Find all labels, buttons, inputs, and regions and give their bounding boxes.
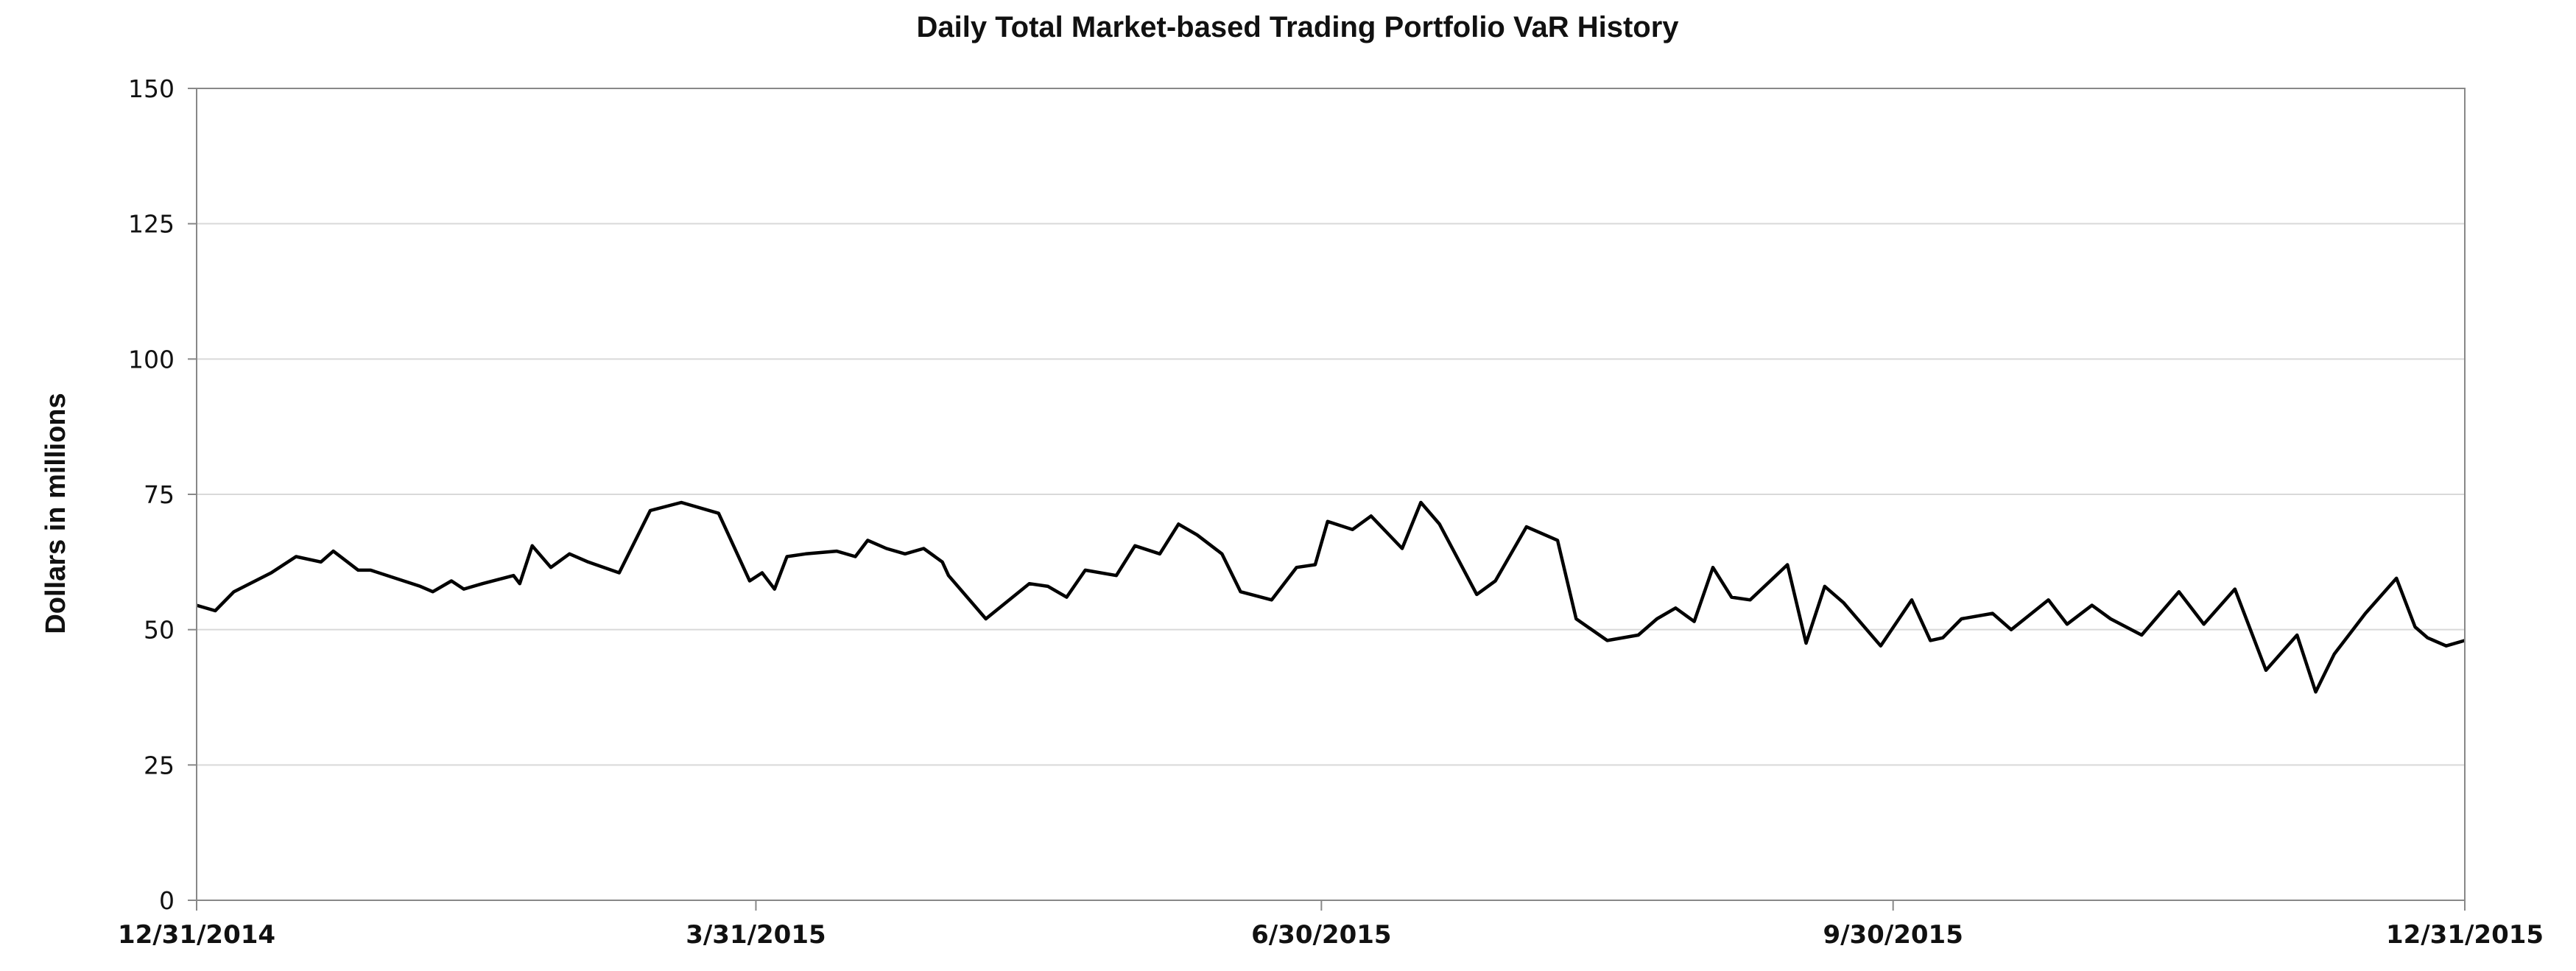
x-tick-label: 12/31/2015 <box>2386 920 2544 950</box>
x-tick-label: 12/31/2014 <box>118 920 275 950</box>
y-tick-label: 0 <box>159 886 175 915</box>
x-tick-label: 9/30/2015 <box>1823 920 1963 950</box>
series-lines <box>196 500 2466 694</box>
x-axis-tick-labels: 12/31/2014 3/31/2015 6/30/2015 9/30/2015 12/… <box>118 900 2544 950</box>
y-tick-label: 50 <box>144 616 175 645</box>
y-axis-title: Dollars in millions <box>41 393 71 634</box>
y-tick-label: 100 <box>128 345 175 374</box>
x-tick-label: 6/30/2015 <box>1251 920 1391 950</box>
y-tick-label: 75 <box>144 480 175 509</box>
gridlines <box>197 222 2465 766</box>
y-tick-label: 125 <box>128 210 175 239</box>
y-tick-label: 150 <box>128 74 175 103</box>
x-tick-label: 3/31/2015 <box>686 920 826 950</box>
chart-title: Daily Total Market-based Trading Portfol… <box>916 11 1679 43</box>
plot-area-frame <box>196 88 2466 901</box>
y-axis-tick-labels: 0 25 50 75 100 125 150 <box>128 74 197 915</box>
y-tick-label: 25 <box>144 751 175 779</box>
series-line-var <box>196 500 2466 694</box>
